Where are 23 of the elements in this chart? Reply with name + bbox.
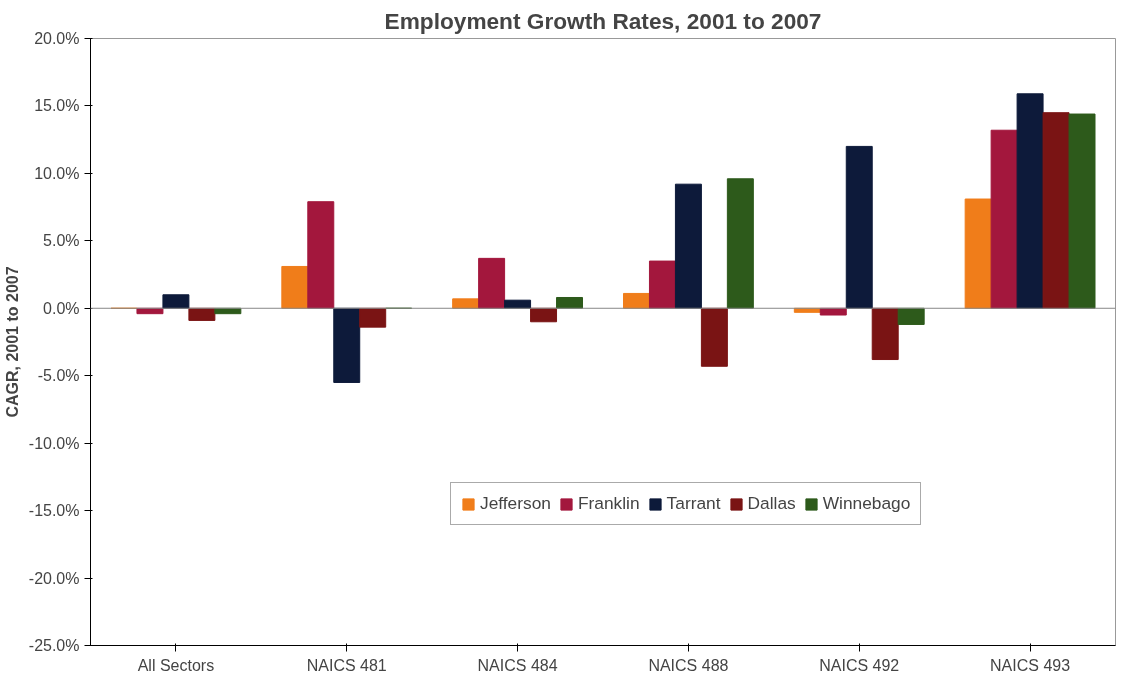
legend-label: Winnebago xyxy=(822,493,911,514)
y-tick-label: 20.0% xyxy=(34,30,80,47)
y-tick-label: 15.0% xyxy=(34,97,80,115)
x-tick-label: NAICS 492 xyxy=(819,656,900,674)
y-tick-label: -15.0% xyxy=(28,502,80,520)
chart-title: Employment Growth Rates, 2001 to 2007 xyxy=(384,7,822,34)
y-tick-label: -10.0% xyxy=(28,434,80,452)
x-tick-label: All Sectors xyxy=(137,656,215,674)
y-axis-title: CAGR, 2001 to 2007 xyxy=(3,266,21,418)
legend-label: Dallas xyxy=(747,493,796,514)
x-tick-label: NAICS 488 xyxy=(648,656,729,674)
y-tick-label: -25.0% xyxy=(28,637,80,654)
legend-label: Jefferson xyxy=(480,493,551,514)
x-tick-label: NAICS 481 xyxy=(306,656,387,674)
y-tick-label: 0.0% xyxy=(43,299,80,317)
y-tick-label: 5.0% xyxy=(43,232,80,250)
y-tick-label: -20.0% xyxy=(28,569,80,587)
x-tick-label: NAICS 493 xyxy=(990,656,1071,674)
y-tick-label: -5.0% xyxy=(37,367,80,385)
legend-label: Franklin xyxy=(577,493,640,514)
legend-label: Tarrant xyxy=(666,493,721,514)
y-tick-label: 10.0% xyxy=(34,164,80,182)
x-tick-label: NAICS 484 xyxy=(477,656,558,674)
